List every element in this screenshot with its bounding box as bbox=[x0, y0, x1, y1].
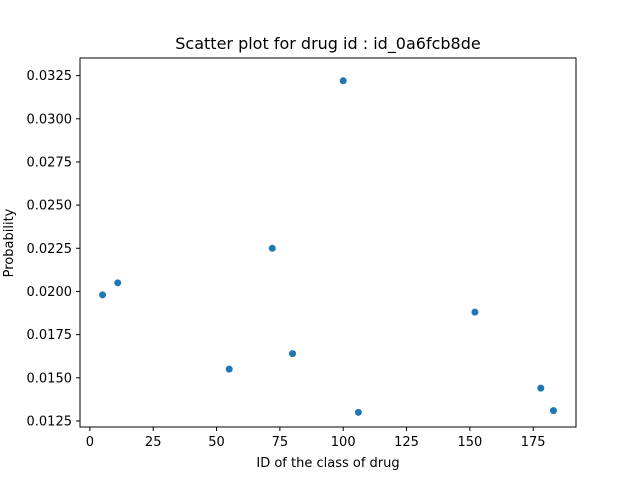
data-point bbox=[537, 384, 545, 392]
y-tick-label: 0.0325 bbox=[27, 69, 73, 84]
y-axis-label: Probability bbox=[2, 208, 17, 277]
x-tick-label: 175 bbox=[521, 435, 546, 450]
plot-area bbox=[79, 57, 577, 428]
x-tick-label: 100 bbox=[331, 435, 356, 450]
y-tick-label: 0.0300 bbox=[27, 112, 73, 127]
data-point bbox=[114, 279, 122, 287]
y-tick-label: 0.0250 bbox=[27, 199, 73, 214]
data-point bbox=[99, 291, 107, 299]
chart-title: Scatter plot for drug id : id_0a6fcb8de bbox=[175, 34, 480, 54]
x-tick-label: 150 bbox=[457, 435, 482, 450]
x-tick-label: 50 bbox=[208, 435, 225, 450]
data-point bbox=[225, 365, 233, 373]
data-point bbox=[471, 308, 479, 316]
y-tick-label: 0.0275 bbox=[27, 155, 73, 170]
data-point bbox=[289, 350, 297, 358]
y-tick-label: 0.0225 bbox=[27, 242, 73, 257]
data-point bbox=[339, 77, 347, 85]
x-tick-label: 0 bbox=[86, 435, 94, 450]
data-point bbox=[268, 244, 276, 252]
x-tick-label: 25 bbox=[145, 435, 162, 450]
data-points bbox=[99, 77, 557, 416]
y-tick-label: 0.0200 bbox=[27, 285, 73, 300]
x-tick-label: 75 bbox=[272, 435, 289, 450]
x-tick-label: 125 bbox=[394, 435, 419, 450]
data-point bbox=[354, 408, 362, 416]
data-point bbox=[549, 407, 557, 415]
plot-frame bbox=[79, 57, 577, 428]
x-axis-label: ID of the class of drug bbox=[256, 456, 399, 471]
y-tick-label: 0.0175 bbox=[27, 328, 73, 343]
y-tick-label: 0.0125 bbox=[27, 414, 73, 429]
y-tick-label: 0.0150 bbox=[27, 371, 73, 386]
y-axis: 0.0125 0.0150 0.0175 0.0200 0.0225 0.0250 0.02… bbox=[27, 69, 80, 429]
x-axis: 0 25 50 75 100 125 150 175 bbox=[86, 427, 546, 450]
